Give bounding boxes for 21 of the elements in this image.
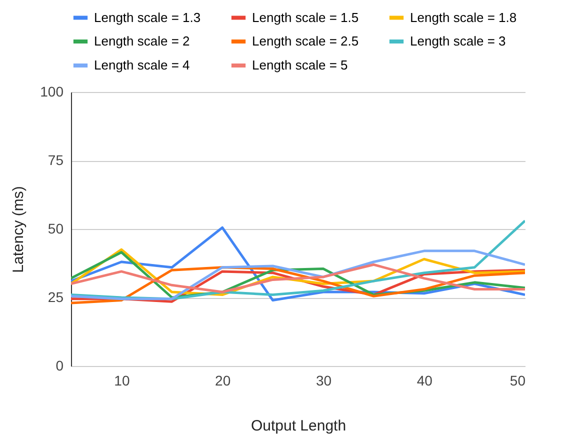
- legend-label: Length scale = 2.5: [252, 34, 359, 48]
- y-tick-label: 75: [48, 152, 64, 168]
- y-tick-label: 100: [40, 84, 64, 100]
- legend-label: Length scale = 1.3: [94, 10, 201, 25]
- legend-label: Length scale = 3: [410, 34, 506, 48]
- legend-label: Length scale = 4: [94, 58, 190, 72]
- x-tick-label: 20: [215, 372, 231, 388]
- legend-label: Length scale = 1.8: [410, 10, 517, 25]
- x-tick-label: 30: [316, 372, 332, 388]
- x-tick-label: 40: [416, 372, 433, 388]
- y-tick-label: 0: [56, 358, 64, 374]
- line-series: [71, 263, 525, 294]
- y-axis-title: Latency (ms): [10, 186, 28, 273]
- y-tick-label: 50: [48, 220, 64, 236]
- legend-label: Length scale = 2: [94, 34, 190, 48]
- y-tick-label: 25: [48, 289, 64, 305]
- x-tick-label: 10: [114, 372, 130, 388]
- x-tick-label: 50: [510, 372, 526, 388]
- legend-label: Length scale = 1.5: [252, 10, 359, 25]
- x-axis-title: Output Length: [250, 418, 346, 434]
- legend-label: Length scale = 5: [252, 58, 348, 72]
